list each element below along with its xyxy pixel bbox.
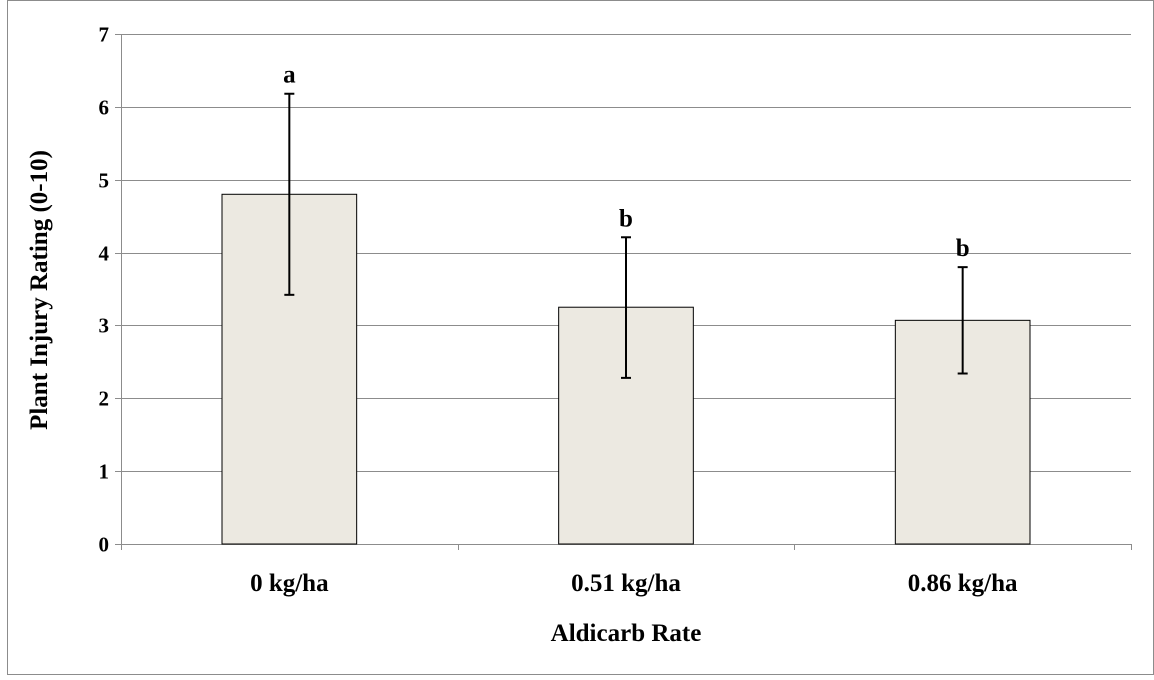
x-tick-label: 0.86 kg/ha (908, 570, 1018, 597)
y-tick-label: 7 (99, 23, 110, 47)
y-tick-label: 2 (99, 387, 110, 411)
x-tick-label: 0 kg/ha (250, 570, 329, 597)
error-bars (284, 92, 968, 379)
y-tick-label: 1 (99, 460, 110, 484)
significance-label: b (619, 205, 633, 232)
x-axis-title: Aldicarb Rate (551, 620, 702, 647)
labels: a 0 kg/ha b 0.51 kg/ha b 0.86 kg/ha (250, 62, 1018, 597)
significance-label: b (956, 235, 970, 262)
y-tick-label: 3 (99, 314, 110, 338)
y-tick-label: 0 (99, 533, 110, 557)
x-tick-label: 0.51 kg/ha (571, 570, 681, 597)
y-tick-label: 6 (99, 96, 110, 120)
y-axis-title: Plant Injury Rating (0-10) (26, 150, 53, 430)
significance-label: a (283, 62, 296, 89)
y-tick-label: 5 (99, 169, 110, 193)
y-tick-label: 4 (99, 242, 110, 266)
